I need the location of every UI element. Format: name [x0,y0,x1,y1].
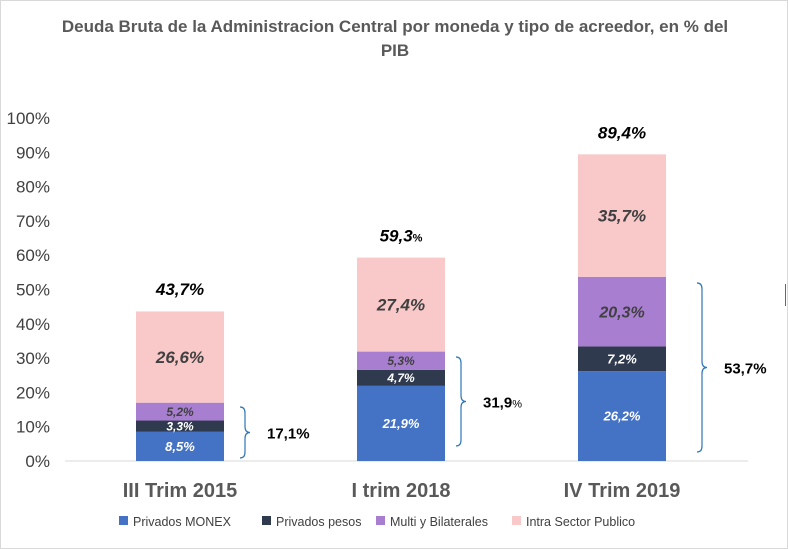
segment-label: 26,2% [603,409,641,424]
y-tick-label: 60% [16,246,50,265]
legend-swatch [512,516,521,525]
bar-segment [136,311,224,403]
annotation-bracket [455,356,467,447]
y-tick-label: 10% [16,418,50,437]
bracket-annotation-label: 17,1% [267,426,310,443]
segment-label: 8,5% [165,439,195,454]
bar-segment [578,276,666,347]
legend-swatch [262,516,271,525]
legend-label: Privados pesos [276,515,361,529]
chart-title: Deuda Bruta de la Administracion Central… [61,17,729,60]
bar-segment [357,385,445,461]
y-tick-label: 100% [7,109,50,128]
category-label: III Trim 2015 [123,480,238,502]
total-label: 43,7% [155,280,204,299]
legend-swatch [119,516,128,525]
bracket-annotation-label: 53,7% [724,361,767,378]
legend-label: Multi y Bilaterales [390,515,488,529]
category-label: I trim 2018 [352,480,451,502]
segment-label: 3,3% [166,420,194,434]
y-tick-label: 30% [16,349,50,368]
bar-segment [136,420,224,432]
annotation-bracket [696,282,708,453]
segment-label: 5,2% [166,405,194,419]
y-tick-label: 90% [16,143,50,162]
bar-segment [578,154,666,277]
total-label: 89,4% [598,123,646,142]
segment-label: 21,9% [382,416,420,431]
bar-segment [357,351,445,370]
segment-label: 4,7% [386,371,415,385]
legend-label: Privados MONEX [133,515,232,529]
legend-label: Intra Sector Publico [526,515,635,529]
segment-label: 7,2% [607,351,637,366]
total-label: 59,3% [380,227,423,246]
y-tick-label: 0% [25,452,50,471]
y-tick-label: 70% [16,212,50,231]
segment-label: 20,3% [598,304,644,321]
bar-segment [357,369,445,386]
annotation-bracket [239,406,251,459]
bracket-annotation-label: 31,9% [483,395,522,412]
bar-segment [136,431,224,461]
bar-segment [136,402,224,421]
y-tick-label: 50% [16,281,50,300]
bar-segment [578,371,666,461]
category-label: IV Trim 2019 [564,480,681,502]
bar-segment [578,346,666,372]
segment-label: 26,6% [155,348,204,367]
y-tick-label: 40% [16,315,50,334]
bar-segment [357,257,445,352]
y-tick-label: 20% [16,383,50,402]
segment-label: 5,3% [387,354,415,368]
segment-label: 27,4% [376,296,425,315]
y-tick-label: 80% [16,178,50,197]
legend-swatch [376,516,385,525]
segment-label: 35,7% [598,207,646,226]
edge-marker [785,284,786,306]
